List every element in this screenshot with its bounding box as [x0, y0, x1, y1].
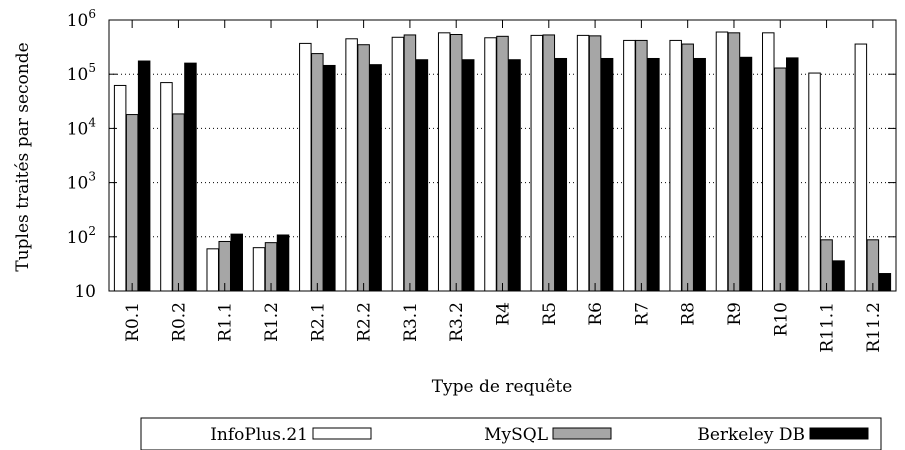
x-tick-label: R0.2 — [169, 302, 189, 342]
x-axis-label: Type de requête — [432, 377, 573, 397]
x-tick-label: R5 — [540, 302, 560, 326]
legend-box — [140, 417, 882, 450]
bar — [160, 82, 173, 292]
x-tick-label: R9 — [725, 302, 745, 326]
x-tick-label: R7 — [632, 302, 652, 326]
bar — [878, 273, 892, 292]
bar — [623, 39, 636, 292]
y-tick-exponent: 4 — [88, 115, 96, 129]
bars — [113, 31, 892, 292]
bar — [576, 34, 590, 292]
bar — [403, 34, 417, 292]
y-tick-label: 106 — [67, 7, 96, 31]
legend: InfoPlus.21 MySQL Berkeley DB — [140, 417, 882, 450]
x-tick-label: R0.1 — [123, 302, 143, 342]
bar — [681, 43, 694, 292]
bar — [276, 234, 290, 292]
bar — [647, 57, 660, 292]
x-tick-label: R3.1 — [401, 302, 421, 342]
legend-label: InfoPlus.21 — [210, 425, 308, 445]
bar — [542, 34, 556, 292]
y-tick-exponent: 5 — [88, 61, 96, 75]
bar — [311, 53, 324, 292]
x-tick-label: R8 — [679, 302, 699, 326]
x-tick-label: R1.1 — [216, 302, 236, 342]
legend-swatch — [552, 427, 612, 440]
bar — [635, 39, 648, 292]
legend-label: Berkeley DB — [697, 425, 805, 445]
bar — [786, 57, 799, 292]
bar — [323, 64, 336, 292]
bar — [600, 57, 614, 292]
x-tick-label: R1.2 — [262, 302, 282, 342]
x-tick-label: R11.2 — [864, 302, 884, 353]
bar — [391, 36, 405, 292]
x-tick-label: R2.2 — [355, 302, 375, 342]
x-tick-label: R4 — [494, 302, 514, 326]
bar — [739, 56, 753, 292]
bar — [762, 32, 775, 292]
bar — [808, 72, 821, 292]
bar — [554, 57, 568, 292]
bar — [715, 31, 729, 292]
bar — [854, 43, 868, 292]
bar — [774, 67, 787, 292]
legend-swatch — [312, 427, 372, 440]
bar — [669, 39, 682, 292]
y-tick-label: 102 — [67, 224, 96, 248]
bar — [832, 260, 845, 292]
y-axis-label: Tuples traités par seconde — [13, 42, 33, 271]
x-axis: R0.1 R0.2 R1.1 R1.2 R2.1 R2.2 R3.1 R3.2 R4 R5 R6 R7… — [123, 20, 884, 353]
y-tick-exponent: 6 — [88, 7, 96, 21]
bar — [206, 248, 219, 292]
bar — [461, 59, 475, 292]
bar — [345, 38, 358, 292]
bar — [415, 59, 429, 292]
y-tick-label: 105 — [67, 61, 96, 85]
bar — [125, 114, 139, 292]
bar — [299, 42, 312, 292]
legend-swatch — [809, 427, 869, 440]
bar — [137, 60, 151, 292]
y-tick-label: 10 — [74, 282, 96, 302]
bar — [172, 113, 185, 292]
x-tick-label: R10 — [771, 302, 791, 336]
bar — [184, 62, 197, 292]
bar — [369, 64, 382, 292]
bar — [693, 57, 706, 292]
x-tick-label: R6 — [586, 302, 606, 326]
y-tick-exponent: 3 — [88, 170, 96, 184]
y-tick-label: 103 — [67, 170, 96, 194]
bar — [252, 247, 266, 292]
bar — [113, 84, 127, 292]
bar — [588, 35, 602, 292]
x-tick-label: R2.1 — [308, 302, 328, 342]
y-tick-exponent: 2 — [88, 224, 96, 238]
bar — [496, 35, 509, 292]
x-tick-label: R11.1 — [818, 302, 838, 353]
bar — [727, 32, 741, 292]
y-tick-label: 104 — [67, 115, 97, 139]
legend-label: MySQL — [484, 425, 548, 445]
bar — [530, 34, 544, 292]
bar — [484, 37, 497, 292]
x-tick-label: R3.2 — [447, 302, 467, 342]
bar — [230, 233, 243, 292]
bar — [508, 59, 521, 292]
bar — [357, 44, 370, 292]
bar — [449, 34, 463, 292]
bar — [437, 32, 451, 292]
